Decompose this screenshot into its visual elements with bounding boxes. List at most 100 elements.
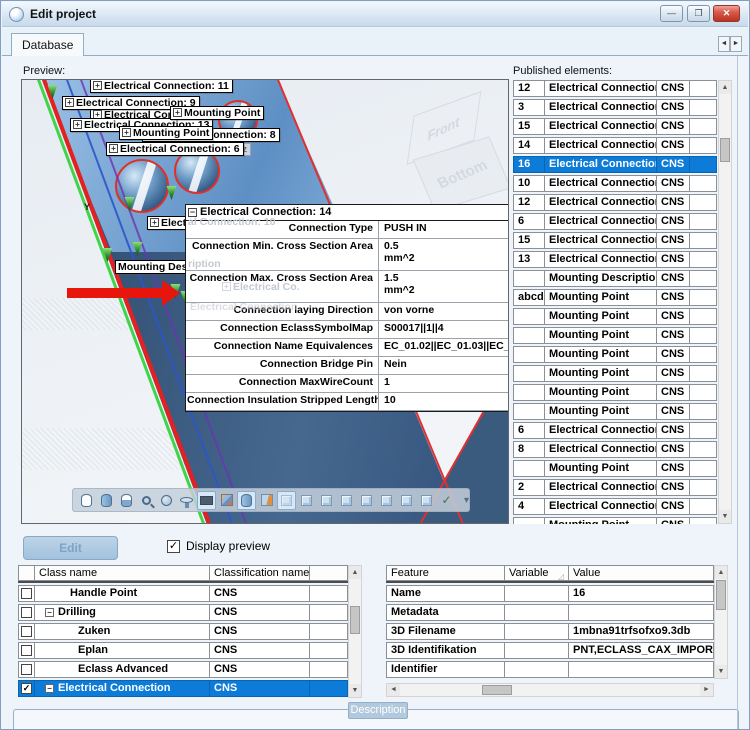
collapse-minus-icon[interactable]: − — [45, 608, 54, 617]
section-view-icon[interactable] — [237, 490, 256, 510]
element-name-cell[interactable]: Electrical Connection — [544, 251, 656, 268]
header-value[interactable]: Value — [568, 565, 714, 581]
element-name-cell[interactable]: Electrical Connection — [544, 118, 656, 135]
element-name-cell[interactable]: Electrical Connection — [544, 175, 656, 192]
element-extra-cell[interactable] — [689, 118, 717, 135]
element-extra-cell[interactable] — [689, 346, 717, 363]
element-id-cell[interactable] — [513, 403, 544, 420]
element-extra-cell[interactable] — [689, 460, 717, 477]
element-id-cell[interactable]: 15 — [513, 232, 544, 249]
value-cell[interactable] — [568, 661, 714, 678]
class-table[interactable]: Class name Classification name Handle Po… — [18, 565, 348, 698]
class-name-cell[interactable]: − Electrical Connection — [34, 680, 209, 697]
element-tag-cell[interactable]: CNS — [656, 365, 689, 382]
published-element-row[interactable]: 16 Electrical Connection CNS — [513, 156, 717, 173]
element-name-cell[interactable]: Mounting Description — [544, 270, 656, 287]
header-checkbox-column[interactable] — [18, 565, 34, 581]
element-tag-cell[interactable]: CNS — [656, 517, 689, 524]
published-element-row[interactable]: 12 Electrical Connection CNS — [513, 194, 717, 211]
feature-row[interactable]: Metadata — [386, 604, 714, 621]
element-name-cell[interactable]: Electrical Connection — [544, 80, 656, 97]
feature-row[interactable]: Identifier — [386, 661, 714, 678]
element-extra-cell[interactable] — [689, 137, 717, 154]
view-top-icon[interactable] — [377, 491, 396, 510]
published-element-row[interactable]: 2 Electrical Connection CNS — [513, 479, 717, 496]
element-id-cell[interactable] — [513, 327, 544, 344]
expand-plus-icon[interactable]: + — [109, 144, 118, 153]
classification-cell[interactable]: CNS — [209, 604, 309, 621]
element-name-cell[interactable]: Electrical Connection — [544, 479, 656, 496]
element-extra-cell[interactable] — [689, 517, 717, 524]
value-cell[interactable]: 1mbna91trfsofxo9.3db — [568, 623, 714, 640]
solid-cylinder-icon[interactable] — [97, 491, 116, 510]
callout-mounting-point-2[interactable]: + Mounting Point — [119, 126, 214, 140]
scrollbar-thumb[interactable] — [350, 606, 360, 634]
element-extra-cell[interactable] — [689, 498, 717, 515]
element-id-cell[interactable]: 13 — [513, 251, 544, 268]
element-name-cell[interactable]: Electrical Connection — [544, 441, 656, 458]
element-name-cell[interactable]: Electrical Connection — [544, 156, 656, 173]
class-row-checkbox[interactable] — [21, 626, 32, 637]
element-extra-cell[interactable] — [689, 175, 717, 192]
element-tag-cell[interactable]: CNS — [656, 479, 689, 496]
value-cell[interactable] — [568, 604, 714, 621]
element-tag-cell[interactable]: CNS — [656, 156, 689, 173]
published-element-row[interactable]: 15 Electrical Connection CNS — [513, 232, 717, 249]
class-name-cell[interactable]: Handle Point — [34, 585, 209, 602]
scrollbar-thumb[interactable] — [716, 580, 726, 610]
published-element-row[interactable]: 8 Electrical Connection CNS — [513, 441, 717, 458]
variable-cell[interactable] — [504, 661, 568, 678]
published-element-row[interactable]: Mounting Point CNS — [513, 346, 717, 363]
published-list-scrollbar[interactable]: ▲ ▼ — [718, 80, 732, 524]
header-variable[interactable]: Variable ◿ — [504, 565, 568, 581]
feature-table-vscrollbar[interactable]: ▲ ▼ — [714, 565, 728, 679]
close-button[interactable]: ✕ — [713, 5, 740, 22]
callout-electrical-connection-6[interactable]: + Electrical Connection: 6 — [106, 142, 244, 156]
published-element-row[interactable]: 15 Electrical Connection CNS — [513, 118, 717, 135]
element-tag-cell[interactable]: CNS — [656, 194, 689, 211]
view-bottom-icon[interactable] — [397, 491, 416, 510]
element-extra-cell[interactable] — [689, 251, 717, 268]
tab-scroll-left-icon[interactable]: ◄ — [718, 36, 730, 52]
header-classification-name[interactable]: Classification name — [209, 565, 309, 581]
published-element-row[interactable]: 12 Electrical Connection CNS — [513, 80, 717, 97]
wireframe-cylinder-icon[interactable] — [77, 491, 96, 510]
preview-viewport[interactable]: Front Bottom Y + Electrical Connection: — [21, 79, 509, 524]
element-tag-cell[interactable]: CNS — [656, 175, 689, 192]
element-name-cell[interactable]: Electrical Connection — [544, 194, 656, 211]
published-element-row[interactable]: 3 Electrical Connection CNS — [513, 99, 717, 116]
expand-plus-icon[interactable]: + — [93, 81, 102, 90]
class-name-cell[interactable]: Eclass Advanced — [34, 661, 209, 678]
titlebar[interactable]: Edit project — [2, 2, 748, 27]
element-tag-cell[interactable]: CNS — [656, 99, 689, 116]
class-row-checkbox[interactable]: ✓ — [21, 683, 32, 694]
orientation-cube[interactable]: Front Bottom — [394, 88, 508, 213]
turntable-rotate-icon[interactable] — [177, 491, 196, 510]
extra-cell[interactable] — [309, 680, 348, 697]
variable-cell[interactable] — [504, 604, 568, 621]
render-material-icon[interactable] — [217, 491, 236, 510]
published-element-row[interactable]: 6 Electrical Connection CNS — [513, 422, 717, 439]
extra-cell[interactable] — [309, 642, 348, 659]
extra-cell[interactable] — [309, 604, 348, 621]
view-back-icon[interactable] — [317, 491, 336, 510]
element-tag-cell[interactable]: CNS — [656, 384, 689, 401]
element-tag-cell[interactable]: CNS — [656, 80, 689, 97]
element-extra-cell[interactable] — [689, 270, 717, 287]
element-name-cell[interactable]: Mounting Point — [544, 308, 656, 325]
more-views-icon[interactable]: ▾ — [463, 494, 470, 506]
display-preview-checkbox[interactable]: ✓ — [167, 539, 180, 553]
connection-marker-cone-icon[interactable] — [47, 85, 58, 99]
element-tag-cell[interactable]: CNS — [656, 213, 689, 230]
class-name-cell[interactable]: Zuken — [34, 623, 209, 640]
scroll-down-icon[interactable]: ▼ — [719, 510, 731, 523]
tab-database[interactable]: Database — [11, 33, 85, 56]
element-id-cell[interactable] — [513, 384, 544, 401]
published-element-row[interactable]: 13 Electrical Connection CNS — [513, 251, 717, 268]
scroll-down-icon[interactable]: ▼ — [349, 684, 361, 697]
element-extra-cell[interactable] — [689, 403, 717, 420]
element-tag-cell[interactable]: CNS — [656, 251, 689, 268]
element-extra-cell[interactable] — [689, 365, 717, 382]
class-row-checkbox[interactable] — [21, 645, 32, 656]
feature-cell[interactable]: 3D Identifikation — [386, 642, 504, 659]
